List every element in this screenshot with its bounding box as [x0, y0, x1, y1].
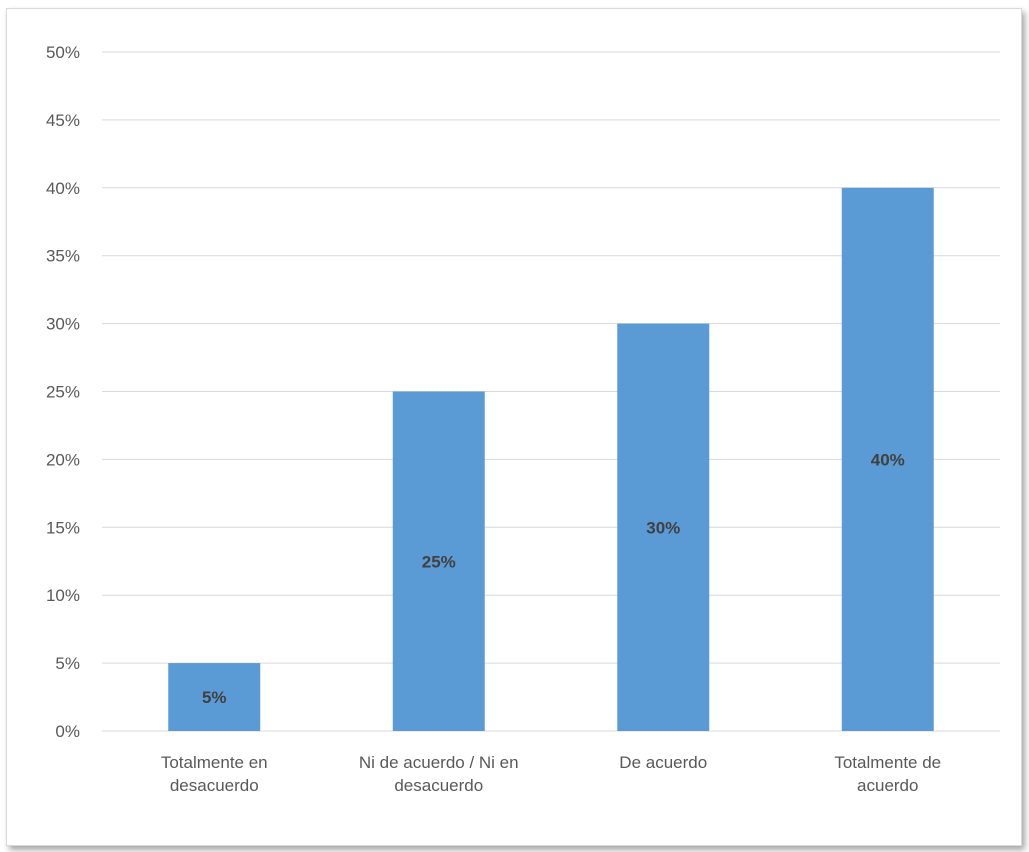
x-category-label: Ni de acuerdo / Ni en desacuerdo	[359, 753, 519, 795]
y-tick-label: 25%	[46, 383, 80, 402]
y-tick-label: 10%	[46, 586, 80, 605]
y-tick-label: 50%	[46, 43, 80, 62]
y-tick-label: 40%	[46, 179, 80, 198]
data-label: 25%	[422, 552, 456, 571]
data-label: 5%	[202, 688, 227, 707]
bar	[617, 323, 710, 731]
y-axis-tick-labels: 0% 5% 10% 15% 20% 25% 30% 35% 40% 45% 50%	[46, 43, 80, 741]
x-category-label: Totalmente en desacuerdo	[161, 753, 268, 795]
bars	[168, 187, 934, 732]
bar	[392, 391, 485, 731]
y-tick-label: 0%	[55, 722, 80, 741]
y-tick-label: 5%	[55, 654, 80, 673]
x-category-label: Totalmente de acuerdo	[834, 753, 941, 795]
y-tick-label: 35%	[46, 247, 80, 266]
y-tick-label: 45%	[46, 111, 80, 130]
data-labels: 5% 25% 30% 40%	[202, 450, 905, 707]
y-tick-label: 30%	[46, 315, 80, 334]
y-tick-label: 15%	[46, 518, 80, 537]
bar	[841, 187, 934, 732]
x-axis-category-labels: Totalmente en desacuerdo Ni de acuerdo / N…	[161, 753, 941, 795]
bar	[168, 663, 261, 731]
data-label: 30%	[646, 518, 680, 537]
x-category-label: De acuerdo	[619, 753, 707, 772]
y-tick-label: 20%	[46, 450, 80, 469]
data-label: 40%	[871, 450, 905, 469]
